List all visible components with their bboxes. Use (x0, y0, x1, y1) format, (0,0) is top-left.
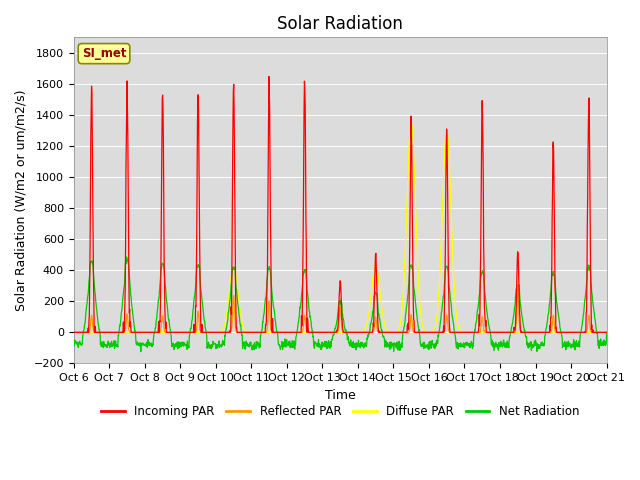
X-axis label: Time: Time (324, 389, 356, 402)
Text: SI_met: SI_met (82, 47, 126, 60)
Legend: Incoming PAR, Reflected PAR, Diffuse PAR, Net Radiation: Incoming PAR, Reflected PAR, Diffuse PAR… (97, 400, 584, 423)
Title: Solar Radiation: Solar Radiation (277, 15, 403, 33)
Y-axis label: Solar Radiation (W/m2 or um/m2/s): Solar Radiation (W/m2 or um/m2/s) (15, 90, 28, 311)
